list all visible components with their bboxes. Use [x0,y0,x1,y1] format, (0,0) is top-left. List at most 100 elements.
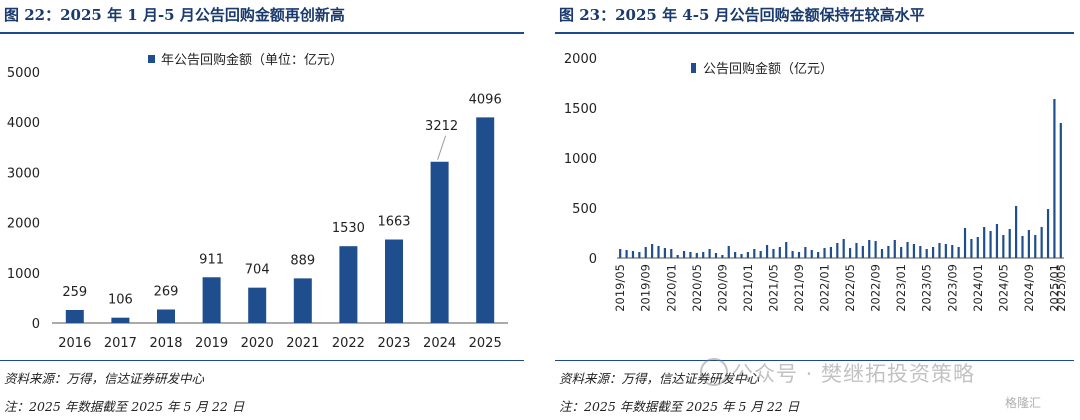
left-source-note: 资料来源：万得，信达证券研发中心 [4,371,205,386]
x-tick-label: 2022/05 [843,264,857,312]
bar [817,252,820,258]
bar [804,247,807,258]
bar [963,228,967,258]
bar [1015,206,1018,258]
x-tick-label: 2023 [377,336,410,351]
y-tick-label: 1500 [564,102,597,117]
bar [619,249,622,258]
bar [772,249,775,258]
bar [1021,236,1024,258]
bar [740,254,743,258]
left-figure-title: 图 22：2025 年 1 月-5 月公告回购金额再创新高 [4,6,345,24]
bar [938,243,941,258]
x-tick-label: 2020/01 [664,264,678,312]
bar [765,245,769,258]
bar-2025 [476,117,495,323]
x-tick-label: 2021/01 [741,264,755,312]
bar-2018 [157,309,175,323]
right-bottom-rule [555,360,1074,361]
right-bar-chart: 0 500 1000 1500 2000 2019/05 2019/09 2020/01 202… [564,52,1068,312]
x-tick-label: 2024 [423,336,456,351]
wechat-icon [700,358,728,386]
bar [983,227,986,258]
bar [625,250,628,258]
left-figure: 图 22：2025 年 1 月-5 月公告回购金额再创新高 0 1000 2000 3… [0,0,530,420]
bar [836,243,839,258]
bar [887,246,890,258]
bar [1027,230,1030,258]
x-tick-label: 2024/01 [971,264,985,312]
x-tick-label: 2016 [58,336,91,351]
bar-2020 [248,287,267,323]
bar [970,239,973,258]
bar [638,252,641,258]
y-tick-label: 1000 [7,267,40,282]
bar [1008,229,1011,258]
data-label: 911 [199,252,224,267]
x-tick-label: 2019/05 [613,264,627,312]
bar [727,246,730,258]
bar [734,252,737,258]
bar [1059,123,1062,258]
bar [714,253,718,258]
bar [1002,235,1005,258]
bar [651,244,654,258]
x-tick-label: 2025/01 [1047,264,1061,312]
data-label: 1663 [377,215,410,230]
x-tick-label: 2017 [104,336,137,351]
bar [855,243,858,258]
watermark-text: 公众号 · 樊继拓投资策略 [732,362,976,386]
bar-2017 [111,317,130,323]
bar [663,248,666,258]
bar [989,231,992,258]
bar-2022 [339,246,358,323]
bar [682,251,686,258]
bar [785,242,788,258]
bar [931,247,935,258]
bar [848,248,852,258]
bar [708,249,711,258]
data-label: 269 [154,284,179,299]
x-tick-label: 2022 [332,336,365,351]
y-tick-label: 2000 [564,52,597,67]
bar [721,255,724,258]
left-date-note: 注：2025 年数据截至 2025 年 5 月 22 日 [4,399,245,414]
bar [951,245,954,258]
bar [976,237,979,258]
bar [868,240,871,258]
legend-swatch [148,55,155,63]
data-label: 3212 [425,119,458,134]
bar [676,255,679,258]
bar [778,247,781,258]
bar [995,224,999,258]
x-tick-label: 2020/09 [715,264,729,312]
bar [893,240,896,258]
bar [1053,99,1056,258]
x-tick-label: 2025 [469,336,502,351]
bar [874,241,877,258]
right-figure: 图 23：2025 年 4-5 月公告回购金额保持在较高水平 0 500 1000 1… [555,0,1080,420]
bar [759,251,762,258]
x-tick-label: 2020 [241,336,274,351]
bar [657,246,660,258]
x-tick-label: 2021/05 [766,264,780,312]
legend-swatch [691,63,696,73]
y-tick-label: 4000 [7,116,40,131]
bar [925,249,928,258]
bar [957,247,960,258]
x-tick-label: 2022/01 [818,264,832,312]
bar [791,251,794,258]
bar [695,253,698,258]
bar [1046,209,1050,258]
bar [900,247,903,258]
legend-label: 年公告回购金额（单位：亿元） [161,52,343,68]
x-tick-label: 2024/09 [1022,264,1036,312]
x-tick-label: 2024/05 [996,264,1010,312]
x-tick-label: 2018 [149,336,182,351]
bar [912,244,916,258]
right-figure-title: 图 23：2025 年 4-5 月公告回购金额保持在较高水平 [559,6,925,24]
bar [670,249,673,258]
x-tick-label: 2019 [195,336,228,351]
bar [944,244,947,258]
right-date-note: 注：2025 年数据截至 2025 年 5 月 22 日 [559,399,800,414]
